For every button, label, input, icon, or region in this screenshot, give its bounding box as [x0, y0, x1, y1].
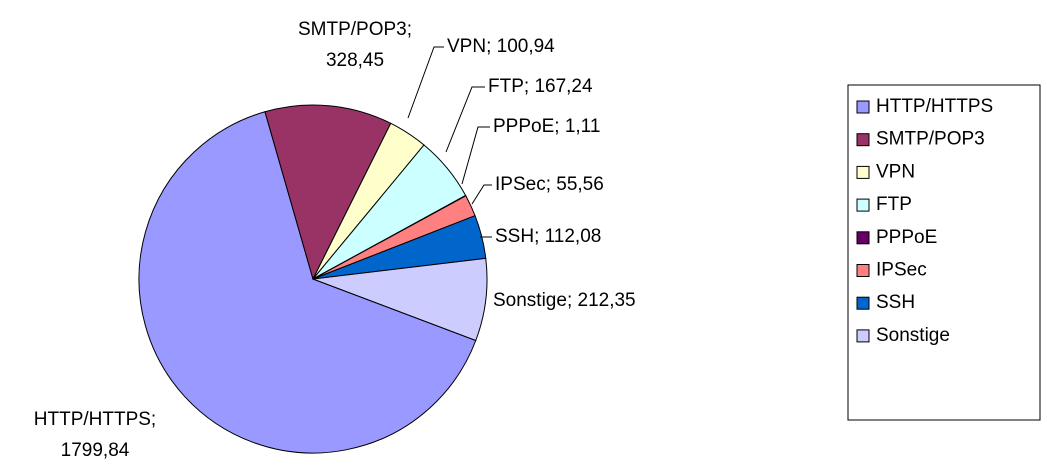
legend-swatch — [856, 296, 870, 310]
leader-line — [461, 126, 490, 185]
legend-label: SSH — [876, 292, 915, 313]
legend-label: IPSec — [876, 260, 927, 281]
legend-label: VPN — [876, 161, 915, 182]
legend-swatch — [856, 133, 870, 147]
data-label: PPPoE; 1,11 — [493, 116, 600, 137]
pie-slice — [312, 257, 488, 342]
leader-line — [407, 46, 444, 119]
data-label: HTTP/HTTPS; 1799,84 — [34, 409, 156, 461]
legend-swatch — [856, 329, 870, 343]
legend-box — [847, 84, 1041, 421]
legend-swatch — [856, 100, 870, 114]
pie-slice — [264, 104, 392, 281]
data-label: FTP; 167,24 — [488, 76, 593, 97]
data-label: SSH; 112,08 — [495, 226, 601, 247]
legend-swatch — [856, 165, 870, 179]
legend-swatch — [856, 231, 870, 245]
legend-label: Sonstige — [876, 325, 950, 346]
data-label: SMTP/POP3; 328,45 — [298, 19, 412, 71]
data-label: IPSec; 55,56 — [495, 174, 604, 195]
leader-line — [471, 184, 492, 205]
pie-slice — [138, 111, 477, 454]
legend-label: HTTP/HTTPS — [876, 96, 993, 117]
legend-label: FTP — [876, 194, 912, 215]
legend-swatch — [856, 198, 870, 212]
legend-swatch — [856, 264, 870, 277]
legend-label: PPPoE — [876, 227, 937, 248]
data-label: Sonstige; 212,35 — [493, 290, 636, 311]
leader-line — [445, 86, 485, 153]
data-label: VPN; 100,94 — [447, 36, 555, 57]
legend-label: SMTP/POP3 — [876, 129, 985, 150]
